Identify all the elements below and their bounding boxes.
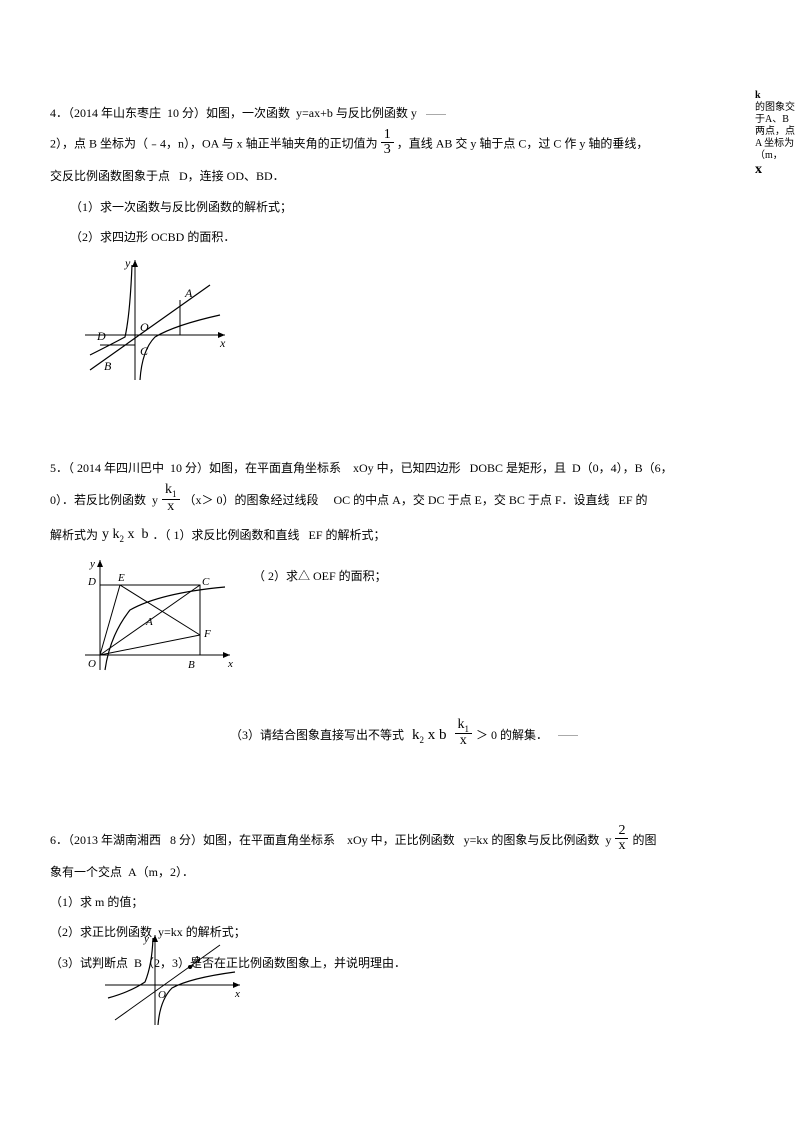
ineq-k1: k: [458, 717, 465, 732]
q6: 6．（2013 年湖南湘西 8 分）如图，在平面直角坐标系 xOy 中，正比例函…: [50, 826, 750, 1031]
q5-l3a: 解析式为: [50, 522, 98, 548]
eq-xb: x b: [128, 527, 149, 542]
svg-text:A: A: [184, 286, 193, 300]
dash: [426, 114, 446, 115]
q5-title: 5．（ 2014 年四川巴中 10 分）如图，在平面直角坐标系 xOy 中，已知…: [50, 455, 750, 481]
ineq-sub1: 1: [465, 723, 470, 733]
ineq-den: x: [455, 734, 473, 748]
frac-num: 1: [381, 128, 394, 143]
q5-line2: 0）．若反比例函数 y k1 x （x＞ 0）的图象经过线段 OC 的中点 A，…: [50, 485, 750, 516]
svg-text:C: C: [202, 576, 210, 588]
q5: 5．（ 2014 年四川巴中 10 分）如图，在平面直角坐标系 xOy 中，已知…: [50, 455, 750, 752]
q5-part2: （ 2）求△ OEF 的面积；: [253, 563, 387, 589]
ineq-xb: x b: [428, 727, 447, 743]
eq-yk: y k: [102, 527, 120, 542]
svg-text:C: C: [140, 344, 149, 358]
q6-line2: 象有一个交点 A（m，2）．: [50, 859, 750, 885]
svg-text:x: x: [234, 988, 240, 1000]
svg-text:A: A: [192, 954, 200, 966]
k1-num: k1: [162, 483, 180, 500]
svg-text:E: E: [117, 572, 125, 584]
ineq-k2: k: [412, 727, 420, 743]
k1-den: x: [162, 500, 180, 514]
eq-yk2xb: y k2 x b: [102, 520, 149, 551]
q5-graph-row: O D E C A F B x y （ 2）求△ OEF 的面积；: [50, 555, 750, 675]
svg-text:D: D: [96, 329, 106, 343]
q5-line3: 解析式为 y k2 x b ．（ 1）求反比例函数和直线 EF 的解析式；: [50, 520, 750, 551]
q6-den: x: [615, 839, 628, 853]
svg-text:F: F: [203, 628, 211, 640]
q6-ta: 6．（2013 年湖南湘西 8 分）如图，在平面直角坐标系 xOy 中，正比例函…: [50, 827, 611, 853]
svg-text:O: O: [158, 989, 166, 1001]
q4-graph: O A D C B x y: [80, 255, 230, 385]
q5-l3b: ．（ 1）求反比例函数和直线 EF 的解析式；: [153, 522, 386, 548]
frac-den: 3: [381, 143, 394, 157]
ineq-num: k1: [455, 718, 473, 735]
svg-text:O: O: [140, 320, 149, 334]
q4-l2a: 2），点 B 坐标为（﹣4，n），OA 与 x 轴正半轴夹角的正切值为: [50, 137, 378, 151]
fraction-one-third: 1 3: [381, 128, 394, 157]
q4-title: 4．（2014 年山东枣庄 10 分）如图，一次函数 y=ax+b 与反比例函数…: [50, 106, 417, 120]
svg-text:O: O: [88, 658, 96, 670]
svg-text:x: x: [219, 336, 226, 350]
q6-part1: （1）求 m 的值；: [50, 889, 750, 915]
q6-graph: A O x y: [100, 930, 250, 1030]
svg-text:B: B: [188, 659, 195, 671]
q6-title: 6．（2013 年湖南湘西 8 分）如图，在平面直角坐标系 xOy 中，正比例函…: [50, 826, 750, 855]
q5-part3: （3）请结合图象直接写出不等式 k2 x b k1 x ＞ 0 的解集．: [230, 719, 750, 752]
ineq-sub2: 2: [420, 735, 425, 745]
dash3: [558, 735, 578, 736]
q5-l2a: 0）．若反比例函数 y: [50, 487, 158, 513]
x-label: x: [755, 162, 762, 177]
q6-graph-svg: A O x y: [100, 930, 250, 1030]
q4-title-line: 4．（2014 年山东枣庄 10 分）如图，一次函数 y=ax+b 与反比例函数…: [50, 100, 750, 126]
stray-text: 的图象交于A、B 两点，点 A 坐标为（m，: [755, 102, 795, 161]
eq-sub2: 2: [120, 534, 125, 544]
q4-part1: （1）求一次函数与反比例函数的解析式；: [70, 194, 750, 220]
q5-l2b: （x＞ 0）的图象经过线段 OC 的中点 A，交 DC 于点 E，交 BC 于点…: [184, 487, 648, 513]
q5-p3a: （3）请结合图象直接写出不等式: [230, 722, 404, 748]
q6-num: 2: [615, 824, 628, 839]
k1-k: k: [165, 482, 172, 497]
fraction-k1x: k1 x: [455, 718, 473, 749]
q4-part2: （2）求四边形 OCBD 的面积．: [70, 224, 750, 250]
fraction-k1-x: k1 x: [162, 483, 180, 514]
svg-text:B: B: [104, 359, 112, 373]
ineq-k2xb: k2 x b: [412, 719, 447, 752]
q5-graph-svg: O D E C A F B x y: [80, 555, 240, 675]
stray-annotation: k 的图象交于A、B 两点，点 A 坐标为（m， x: [755, 90, 795, 179]
svg-text:x: x: [227, 658, 233, 670]
svg-text:A: A: [145, 616, 153, 628]
fraction-2x: 2 x: [615, 824, 628, 853]
svg-text:y: y: [143, 933, 149, 945]
q4-l2b: ，直线 AB 交 y 轴于点 C，过 C 作 y 轴的垂线，: [397, 137, 649, 151]
q4-line3: 交反比例函数图象于点 D，连接 OD、BD．: [50, 163, 750, 189]
svg-text:y: y: [124, 256, 131, 270]
svg-text:y: y: [89, 558, 95, 570]
k-label: k: [755, 90, 761, 101]
q5-ineq4: ＞ 0 的解集．: [476, 722, 548, 748]
k1-sub: 1: [172, 489, 177, 499]
svg-text:D: D: [87, 576, 96, 588]
q5-graph: O D E C A F B x y: [80, 555, 240, 675]
q6-tb: 的图: [632, 827, 656, 853]
q4-line2: 2），点 B 坐标为（﹣4，n），OA 与 x 轴正半轴夹角的正切值为 1 3 …: [50, 130, 750, 159]
q4-graph-svg: O A D C B x y: [80, 255, 230, 385]
